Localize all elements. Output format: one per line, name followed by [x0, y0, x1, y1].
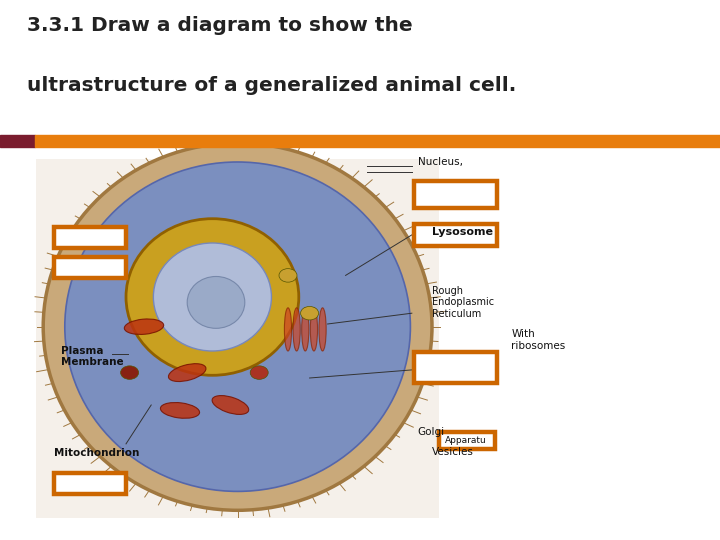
Ellipse shape	[251, 366, 268, 379]
Text: Vesicles: Vesicles	[432, 447, 474, 457]
Ellipse shape	[121, 366, 138, 379]
Ellipse shape	[125, 319, 163, 334]
Ellipse shape	[279, 268, 297, 282]
Ellipse shape	[65, 162, 410, 491]
Text: Lysosome: Lysosome	[432, 227, 493, 237]
Bar	[54, 227, 126, 248]
Text: With
ribosomes: With ribosomes	[511, 329, 565, 351]
Ellipse shape	[43, 143, 432, 510]
Bar	[414, 224, 497, 246]
Bar	[414, 181, 497, 208]
Ellipse shape	[187, 276, 245, 328]
Bar	[414, 352, 497, 383]
Ellipse shape	[168, 363, 206, 382]
Text: Plasma
Membrane: Plasma Membrane	[61, 346, 124, 367]
Bar	[54, 472, 126, 494]
Text: 3.3.1 Draw a diagram to show the: 3.3.1 Draw a diagram to show the	[27, 16, 413, 35]
Bar	[36, 159, 439, 518]
Ellipse shape	[301, 307, 319, 320]
Text: Apparatu: Apparatu	[445, 436, 487, 444]
Bar	[0, 135, 35, 147]
Bar	[35, 135, 720, 147]
Ellipse shape	[319, 308, 326, 351]
Ellipse shape	[161, 402, 199, 418]
Ellipse shape	[284, 308, 292, 351]
Ellipse shape	[310, 308, 318, 351]
Text: Golgi: Golgi	[418, 427, 445, 437]
Ellipse shape	[212, 396, 248, 414]
Text: Nucleus,: Nucleus,	[418, 157, 462, 167]
Text: Mitochondrion: Mitochondrion	[54, 448, 140, 457]
Bar	[439, 432, 495, 449]
Text: Rough
Endoplasmic
Reticulum: Rough Endoplasmic Reticulum	[432, 286, 494, 319]
Ellipse shape	[153, 243, 271, 351]
Text: ultrastructure of a generalized animal cell.: ultrastructure of a generalized animal c…	[27, 76, 517, 94]
Ellipse shape	[126, 219, 299, 375]
Ellipse shape	[293, 308, 300, 351]
Bar	[54, 256, 126, 278]
Ellipse shape	[302, 308, 309, 351]
